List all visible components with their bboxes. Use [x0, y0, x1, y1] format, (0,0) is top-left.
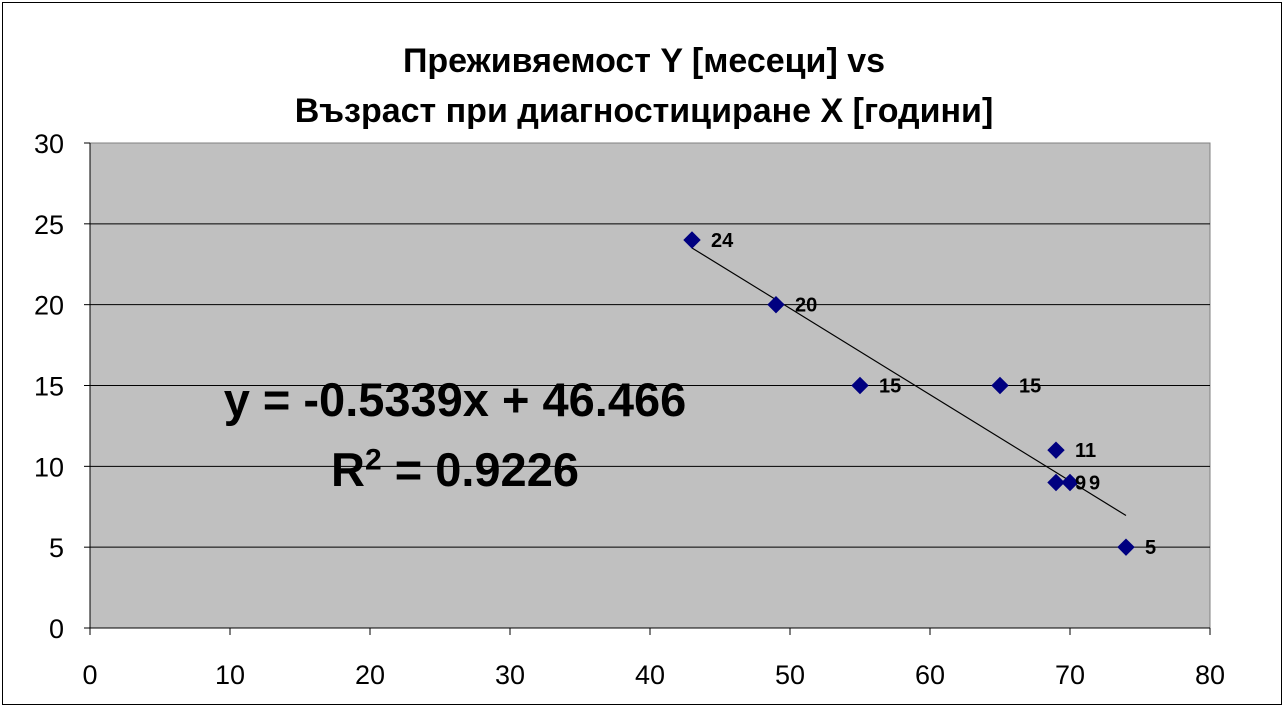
data-label-2: 15	[879, 376, 901, 398]
data-points	[683, 231, 1135, 556]
x-tick-label-20: 20	[355, 660, 385, 690]
data-label-3: 15	[1019, 376, 1041, 398]
x-tick-label-30: 30	[495, 660, 525, 690]
data-point-1	[767, 295, 785, 314]
data-point-2	[851, 376, 869, 395]
x-tick-label-60: 60	[915, 660, 945, 690]
trendline-equation: y = -0.5339x + 46.466	[223, 373, 687, 426]
data-label-7: 5	[1145, 537, 1156, 559]
data-point-3	[991, 376, 1009, 395]
r-squared-symbol: R	[331, 443, 365, 496]
data-labels: 24 20 15 15 11 9 9 5	[711, 230, 1156, 559]
chart-title: Преживяемост Y [месеци] vs Възраст при д…	[0, 36, 1288, 136]
data-label-1: 20	[795, 295, 817, 317]
x-tick-label-40: 40	[635, 660, 665, 690]
x-tick-label-80: 80	[1195, 660, 1225, 690]
data-label-6: 9	[1089, 473, 1100, 495]
y-tick-label-5: 5	[49, 533, 64, 563]
y-tick-label-30: 30	[34, 129, 64, 159]
trendline	[691, 247, 1127, 517]
r-squared-value: = 0.9226	[381, 443, 579, 496]
r-squared-exponent: 2	[364, 443, 382, 477]
x-tick-label-0: 0	[82, 660, 97, 690]
data-point-4	[1047, 441, 1065, 459]
trendline-equation-box: y = -0.5339x + 46.466 R2 = 0.9226	[180, 365, 730, 505]
y-tick-label-15: 15	[34, 372, 64, 402]
x-tick-label-50: 50	[775, 660, 805, 690]
x-tick-label-10: 10	[215, 660, 245, 690]
chart-title-line-1: Преживяемост Y [месеци] vs	[402, 42, 886, 80]
y-tick-label-10: 10	[34, 452, 64, 482]
data-point-6	[1061, 473, 1079, 492]
trendline-group	[691, 247, 1127, 517]
y-tick-label-0: 0	[49, 614, 64, 644]
gridlines	[90, 223, 1210, 548]
data-label-0: 24	[711, 230, 734, 252]
r-squared: R2 = 0.9226	[180, 435, 730, 505]
data-point-0	[683, 231, 701, 249]
data-label-5: 9	[1075, 473, 1086, 495]
y-tick-label-25: 25	[34, 210, 64, 240]
chart-title-line-2: Възраст при диагностициране X [години]	[294, 92, 994, 130]
data-point-5	[1047, 473, 1065, 492]
data-label-4: 11	[1075, 440, 1096, 462]
y-tick-label-20: 20	[34, 291, 64, 321]
data-point-7	[1117, 538, 1135, 556]
x-tick-label-70: 70	[1055, 660, 1085, 690]
